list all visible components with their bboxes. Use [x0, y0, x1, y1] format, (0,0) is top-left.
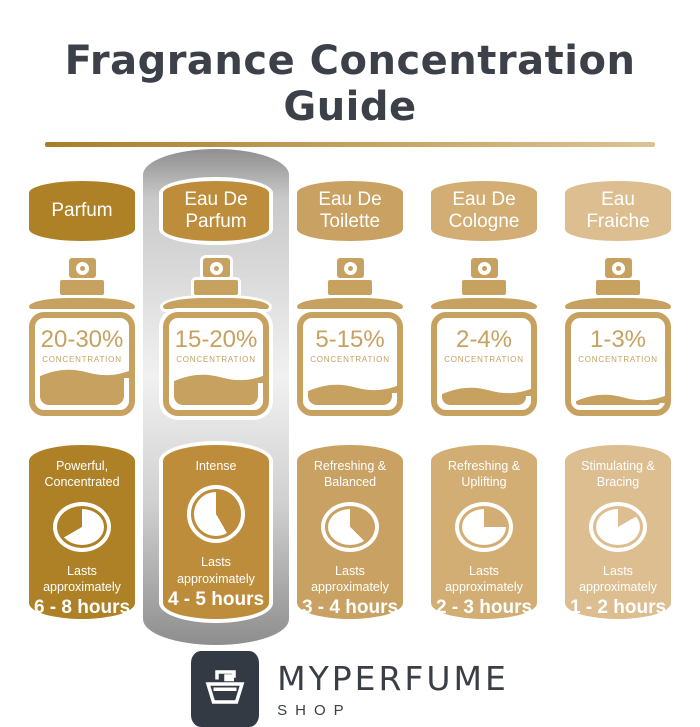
page-title: Fragrance Concentration Guide — [64, 38, 636, 130]
duration-value: 3 - 4 hours — [301, 597, 399, 618]
spray-nozzle-icon — [202, 258, 230, 278]
spray-nozzle-icon — [336, 258, 364, 278]
concentration-label: CONCENTRATION — [310, 355, 390, 364]
spray-nozzle-icon — [68, 258, 96, 278]
liquid-wave — [442, 387, 531, 396]
bottle-body: 1-3% CONCENTRATION — [565, 312, 671, 416]
perfume-bottle-icon: 2-4% CONCENTRATION — [431, 258, 537, 416]
card-description: Refreshing & Uplifting — [447, 459, 521, 490]
bottle-collar — [462, 280, 506, 295]
perfume-bottle-icon: 15-20% CONCENTRATION — [163, 258, 269, 416]
concentration-value: 15-20% — [174, 326, 258, 353]
card-description: Stimulating & Bracing — [581, 459, 655, 490]
bottle-collar — [596, 280, 640, 295]
clock-pie-icon — [187, 485, 245, 544]
lasts-label: Lasts approximately — [579, 563, 657, 594]
liquid-wave — [174, 374, 263, 383]
column-header-label: Eau De Toilette — [318, 188, 382, 232]
column-header-label: Eau De Parfum — [184, 188, 248, 232]
bottle-body: 2-4% CONCENTRATION — [431, 312, 537, 416]
column-eau-de-toilette: Eau De Toilette 5-15% CONCENTRATION Refr… — [297, 181, 403, 619]
bottle-body: 5-15% CONCENTRATION — [297, 312, 403, 416]
liquid-fill — [442, 394, 526, 405]
duration-value: 6 - 8 hours — [33, 597, 131, 618]
liquid-fill — [40, 377, 124, 405]
concentration-value: 1-3% — [589, 326, 647, 353]
bottle-body: 20-30% CONCENTRATION — [29, 312, 135, 416]
card-description: Refreshing & Balanced — [313, 459, 387, 490]
spray-nozzle-icon — [604, 258, 632, 278]
info-card: Stimulating & Bracing Lasts approximatel… — [565, 445, 671, 619]
column-header: Eau De Cologne — [431, 181, 537, 241]
column-eau-de-parfum: Eau De Parfum 15-20% CONCENTRATION Inten… — [143, 149, 289, 645]
bottle-shoulder — [163, 298, 269, 309]
duration-value: 4 - 5 hours — [167, 588, 265, 610]
lasts-label: Lasts approximately — [177, 555, 255, 586]
clock-pie-icon — [455, 501, 513, 552]
lasts-label: Lasts approximately — [445, 563, 523, 594]
concentration-value: 2-4% — [455, 326, 513, 353]
column-header: Eau De Parfum — [163, 181, 269, 241]
info-card: Refreshing & Uplifting Lasts approximate… — [431, 445, 537, 619]
fragrance-guide-infographic: Fragrance Concentration Guide Parfum 20-… — [0, 38, 700, 727]
liquid-wave — [40, 370, 129, 379]
bottle-shoulder — [565, 298, 671, 309]
column-header: Eau Fraiche — [565, 181, 671, 241]
bottle-shoulder — [29, 298, 135, 309]
brand-name: MYPERFUME — [277, 659, 509, 698]
liquid-fill — [576, 402, 660, 405]
perfume-bottle-icon: 5-15% CONCENTRATION — [297, 258, 403, 416]
duration-value: 2 - 3 hours — [435, 597, 533, 618]
column-eau-de-cologne: Eau De Cologne 2-4% CONCENTRATION Refres… — [431, 181, 537, 619]
liquid-wave — [576, 394, 665, 404]
brand-subtitle: SHOP — [277, 702, 352, 719]
concentration-label: CONCENTRATION — [444, 355, 524, 364]
info-card: Powerful, Concentrated Lasts approximate… — [29, 445, 135, 619]
clock-pie-icon — [321, 501, 379, 552]
clock-pie-icon — [589, 501, 647, 552]
bottle-body: 15-20% CONCENTRATION — [163, 312, 269, 416]
title-underline — [45, 142, 655, 147]
concentration-value: 5-15% — [315, 326, 385, 353]
duration-value: 1 - 2 hours — [569, 597, 667, 618]
column-header: Eau De Toilette — [297, 181, 403, 241]
lasts-label: Lasts approximately — [43, 563, 121, 594]
concentration-label: CONCENTRATION — [578, 355, 658, 364]
perfume-bottle-icon: 20-30% CONCENTRATION — [29, 258, 135, 416]
column-header-label: Parfum — [51, 199, 113, 221]
card-description: Powerful, Concentrated — [44, 459, 120, 490]
column-header-label: Eau Fraiche — [586, 188, 650, 232]
liquid-fill — [308, 392, 392, 405]
bottle-collar — [60, 280, 104, 295]
card-description: Intense — [195, 459, 237, 473]
brand-text: MYPERFUME SHOP — [277, 659, 509, 719]
brand-logo: MYPERFUME SHOP — [0, 651, 700, 727]
column-eau-fraiche: Eau Fraiche 1-3% CONCENTRATION Stimulati… — [565, 181, 671, 619]
column-header: Parfum — [29, 181, 135, 241]
lasts-label: Lasts approximately — [311, 563, 389, 594]
bottle-collar — [194, 280, 238, 295]
info-card: Intense Lasts approximately 4 - 5 hours — [163, 445, 269, 619]
column-header-label: Eau De Cologne — [448, 188, 520, 232]
liquid-wave — [308, 384, 397, 394]
concentration-label: CONCENTRATION — [42, 355, 122, 364]
info-card: Refreshing & Balanced Lasts approximatel… — [297, 445, 403, 619]
columns-container: Parfum 20-30% CONCENTRATION Powerful, Co… — [0, 149, 700, 645]
clock-pie-icon — [53, 501, 111, 552]
bottle-collar — [328, 280, 372, 295]
liquid-fill — [174, 382, 258, 405]
column-parfum: Parfum 20-30% CONCENTRATION Powerful, Co… — [29, 181, 135, 619]
spray-nozzle-icon — [470, 258, 498, 278]
perfume-bottle-icon: 1-3% CONCENTRATION — [565, 258, 671, 416]
concentration-label: CONCENTRATION — [176, 355, 256, 364]
concentration-value: 20-30% — [40, 326, 124, 353]
perfume-bottle-logo-icon — [191, 651, 260, 727]
bottle-shoulder — [431, 298, 537, 309]
bottle-shoulder — [297, 298, 403, 309]
